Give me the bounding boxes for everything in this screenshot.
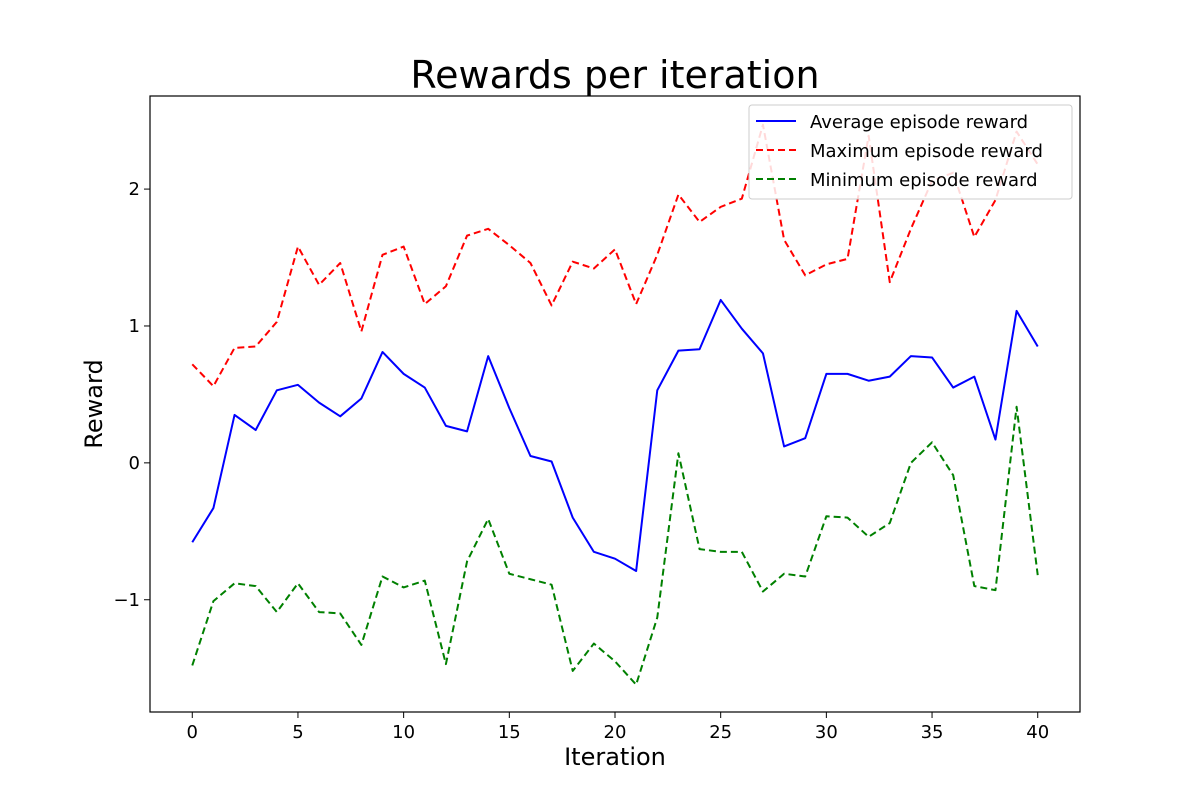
legend: Average episode reward Maximum episode r… bbox=[748, 104, 1073, 200]
series-line-minimum bbox=[191, 405, 1039, 686]
y-axis: −1 0 1 2 bbox=[113, 179, 150, 611]
x-tick-label: 25 bbox=[709, 722, 732, 743]
x-tick-label: 15 bbox=[498, 722, 521, 743]
legend-box bbox=[748, 104, 1073, 200]
legend-label-maximum: Maximum episode reward bbox=[810, 141, 1043, 162]
y-axis-title: Reward bbox=[80, 359, 108, 448]
x-tick-label: 35 bbox=[921, 722, 944, 743]
y-tick-label: −1 bbox=[113, 590, 140, 611]
y-tick-label: 2 bbox=[129, 179, 140, 200]
y-tick-label: 1 bbox=[129, 316, 140, 337]
x-axis-title: Iteration bbox=[564, 743, 666, 771]
series-layer bbox=[191, 123, 1039, 686]
x-tick-label: 20 bbox=[604, 722, 627, 743]
legend-label-minimum: Minimum episode reward bbox=[810, 170, 1038, 191]
x-tick-label: 40 bbox=[1026, 722, 1049, 743]
legend-label-average: Average episode reward bbox=[810, 112, 1028, 133]
series-line-average bbox=[191, 298, 1039, 572]
x-tick-label: 0 bbox=[187, 722, 198, 743]
series-line-maximum bbox=[191, 123, 1039, 388]
y-tick-label: 0 bbox=[129, 453, 140, 474]
x-tick-label: 30 bbox=[815, 722, 838, 743]
x-axis: 0 5 10 15 20 25 30 35 40 bbox=[187, 712, 1049, 743]
chart-title: Rewards per iteration bbox=[410, 53, 819, 97]
x-tick-label: 5 bbox=[292, 722, 303, 743]
plot-area: 0 5 10 15 20 25 30 35 40 −1 0 1 2 bbox=[113, 95, 1081, 743]
x-tick-label: 10 bbox=[392, 722, 415, 743]
